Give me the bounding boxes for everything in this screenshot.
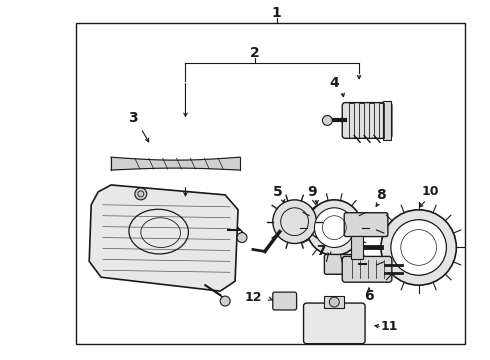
Circle shape bbox=[273, 200, 317, 243]
Text: 5: 5 bbox=[273, 185, 283, 199]
Circle shape bbox=[381, 210, 456, 285]
Bar bbox=[369, 103, 374, 138]
Text: 2: 2 bbox=[250, 46, 260, 60]
Text: 9: 9 bbox=[308, 185, 318, 199]
Text: 10: 10 bbox=[422, 185, 440, 198]
FancyBboxPatch shape bbox=[324, 255, 364, 274]
Polygon shape bbox=[89, 185, 238, 291]
Circle shape bbox=[329, 297, 339, 307]
Bar bbox=[349, 103, 354, 138]
FancyBboxPatch shape bbox=[342, 256, 392, 282]
Bar bbox=[351, 235, 363, 260]
Circle shape bbox=[315, 208, 354, 247]
Bar bbox=[324, 296, 344, 308]
Circle shape bbox=[237, 233, 247, 243]
Text: 3: 3 bbox=[128, 112, 138, 126]
Bar bbox=[76, 23, 465, 344]
Circle shape bbox=[307, 200, 362, 255]
Text: 12: 12 bbox=[244, 291, 262, 303]
Circle shape bbox=[220, 296, 230, 306]
Bar bbox=[379, 103, 384, 138]
Text: 7: 7 bbox=[317, 244, 326, 258]
FancyBboxPatch shape bbox=[342, 103, 392, 138]
Text: 8: 8 bbox=[376, 188, 386, 202]
FancyBboxPatch shape bbox=[344, 213, 388, 237]
Bar bbox=[359, 103, 364, 138]
Circle shape bbox=[322, 116, 332, 125]
Circle shape bbox=[135, 188, 147, 200]
Text: 1: 1 bbox=[272, 6, 282, 20]
FancyBboxPatch shape bbox=[303, 303, 365, 344]
Text: 11: 11 bbox=[380, 320, 397, 333]
Text: 6: 6 bbox=[364, 289, 374, 303]
Text: 4: 4 bbox=[329, 76, 339, 90]
FancyBboxPatch shape bbox=[273, 292, 296, 310]
Circle shape bbox=[391, 220, 446, 275]
Polygon shape bbox=[111, 157, 240, 170]
Bar bbox=[383, 100, 391, 140]
